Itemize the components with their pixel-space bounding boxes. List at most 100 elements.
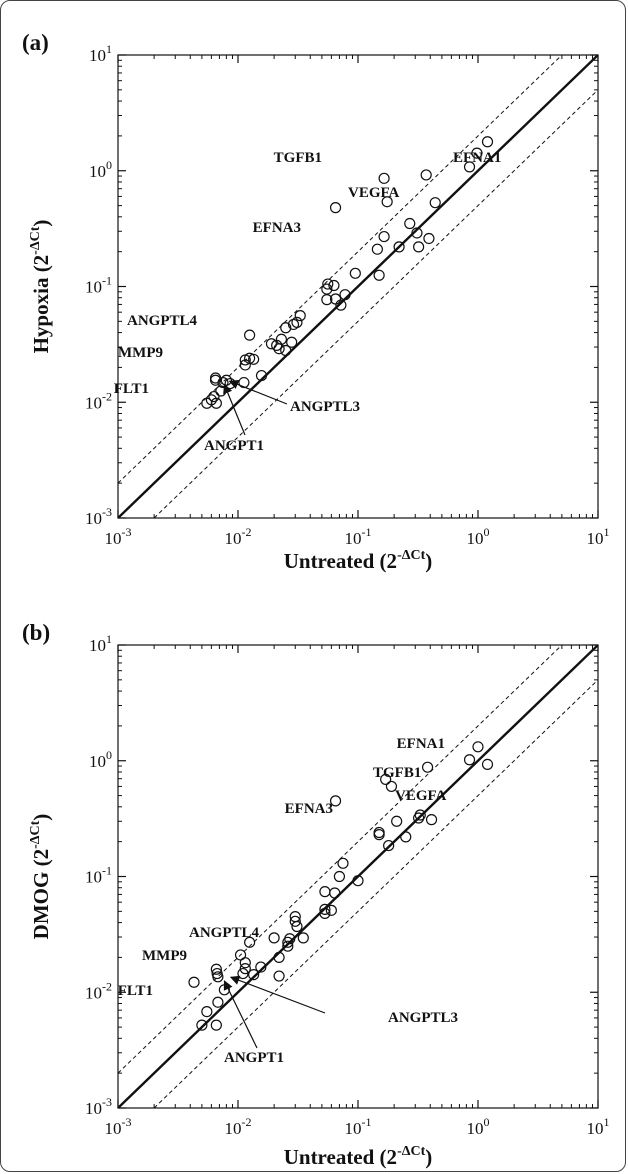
y-tick-label: 100 xyxy=(89,748,112,771)
fold-bound-line-upper xyxy=(118,55,563,484)
data-point xyxy=(273,343,285,355)
x-tick-label: 10-2 xyxy=(225,525,252,548)
y-tick-label: 101 xyxy=(89,632,112,655)
annotation-arrow-angpt1 xyxy=(223,980,258,1049)
panel-b: 10-310-3 10-2 10-2 10-1 10-1 100 100 101 101 Untr… xyxy=(22,620,610,1169)
data-point xyxy=(381,196,393,208)
data-point xyxy=(481,758,494,770)
gene-label-angpt1: ANGPT1 xyxy=(204,438,264,454)
data-point xyxy=(255,369,268,382)
data-point xyxy=(196,1019,208,1031)
y-tick-label: 101 xyxy=(89,42,112,65)
gene-label-vegfa: VEGFA xyxy=(395,788,447,804)
data-point xyxy=(210,963,222,975)
y-tick-label: 10-1 xyxy=(85,274,112,297)
data-point xyxy=(380,773,392,786)
reference-lines xyxy=(118,645,598,1108)
data-point xyxy=(463,754,476,766)
data-point xyxy=(471,147,483,159)
y-tick-label: 10-2 xyxy=(85,979,112,1002)
annotation-arrow-angptl3 xyxy=(228,379,288,405)
data-point xyxy=(201,1006,213,1018)
data-point xyxy=(329,202,342,214)
data-point xyxy=(284,933,296,945)
x-tick-label: 101 xyxy=(587,525,610,548)
data-point xyxy=(325,904,337,916)
x-tick-label: 100 xyxy=(467,1115,490,1138)
data-point xyxy=(371,243,383,255)
gene-label-efna1: EFNA1 xyxy=(453,150,501,166)
annotation-arrow-angptl3 xyxy=(229,975,326,1014)
data-point xyxy=(209,372,222,384)
data-point xyxy=(429,197,441,209)
x-tick-label: 101 xyxy=(587,1115,610,1138)
fold-bound-line-lower xyxy=(153,679,598,1108)
data-point xyxy=(329,795,342,807)
gene-label-tgfb1: TGFB1 xyxy=(373,765,421,781)
gene-label-angptl4: ANGPTL4 xyxy=(189,925,260,941)
data-point xyxy=(319,907,331,919)
data-point xyxy=(282,940,294,952)
reference-lines xyxy=(118,55,598,518)
data-point xyxy=(208,390,220,403)
gene-label-efna1: EFNA1 xyxy=(397,736,445,752)
x-axis-label: Untreated (2-ΔCt) xyxy=(284,548,433,573)
data-point xyxy=(244,329,256,341)
x-tick-label: 10-3 xyxy=(105,525,132,548)
data-point xyxy=(244,936,256,948)
data-point xyxy=(349,267,361,279)
gene-label-efna3: EFNA3 xyxy=(285,801,333,817)
data-point xyxy=(188,976,200,988)
y-tick-label: 10-2 xyxy=(85,389,112,412)
data-point xyxy=(335,299,347,311)
data-point xyxy=(400,831,412,843)
data-point xyxy=(414,809,426,821)
data-point xyxy=(481,136,494,148)
fold-bound-line-lower xyxy=(153,89,598,518)
y-tick-label: 10-3 xyxy=(85,505,112,528)
y-tick-label: 100 xyxy=(89,158,112,181)
data-point xyxy=(280,344,292,357)
data-point xyxy=(378,230,390,243)
data-point xyxy=(319,903,331,915)
data-point xyxy=(255,961,267,973)
gene-label-efna3: EFNA3 xyxy=(253,220,301,236)
data-point xyxy=(463,161,476,173)
data-point xyxy=(289,915,301,927)
data-point xyxy=(385,780,398,793)
panel-label: (a) xyxy=(22,30,49,55)
y-tick-label: 10-1 xyxy=(85,864,112,887)
data-point xyxy=(425,814,438,826)
x-tick-label: 10-3 xyxy=(105,1115,132,1138)
gene-label-angpt1: ANGPT1 xyxy=(224,1050,284,1066)
data-point xyxy=(280,322,292,334)
data-point xyxy=(373,829,385,841)
gene-label-vegfa: VEGFA xyxy=(348,185,400,201)
y-tick-label: 10-3 xyxy=(85,1095,112,1118)
data-point xyxy=(291,920,303,933)
data-point xyxy=(378,172,390,184)
annotation-arrow-angpt1 xyxy=(223,383,246,436)
data-point xyxy=(404,217,416,230)
data-point xyxy=(393,241,405,253)
gene-label-angptl3: ANGPTL3 xyxy=(388,1010,458,1026)
data-point xyxy=(286,336,298,348)
data-point xyxy=(319,886,331,898)
identity-line xyxy=(118,55,598,518)
data-point xyxy=(383,839,395,852)
data-point xyxy=(294,310,306,322)
data-point xyxy=(248,353,260,365)
data-point xyxy=(321,283,333,295)
x-tick-label: 10-1 xyxy=(345,1115,372,1138)
x-tick-label: 100 xyxy=(467,525,490,548)
data-point xyxy=(218,984,230,996)
data-point xyxy=(391,815,403,827)
data-point xyxy=(212,996,224,1008)
data-point xyxy=(333,870,346,883)
gene-label-mmp9: MMP9 xyxy=(118,345,163,361)
data-point xyxy=(373,269,385,281)
data-point xyxy=(472,741,484,753)
data-point xyxy=(291,316,303,328)
